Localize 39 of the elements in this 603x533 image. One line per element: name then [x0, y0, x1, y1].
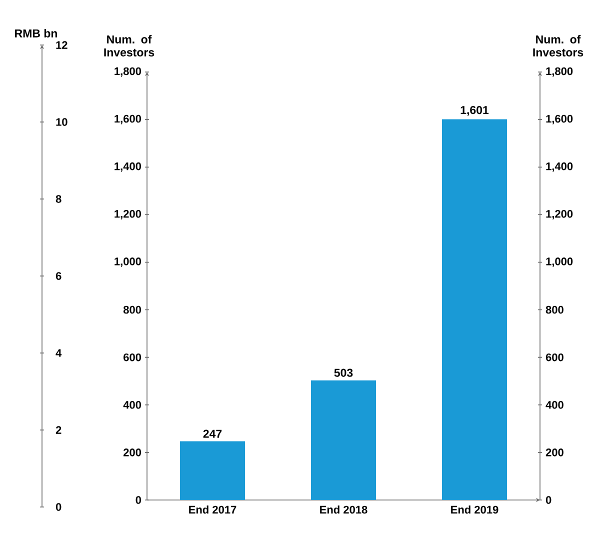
y2-tick-label: 200 — [546, 448, 564, 456]
data-label: 247 — [203, 430, 222, 438]
y3-axis-title: RMB bn — [15, 29, 57, 38]
y2-tick-label: 1,200 — [546, 210, 573, 220]
y-tick-label: 600 — [124, 353, 142, 362]
y-tick-label: 1,600 — [114, 114, 142, 124]
y3-tick-label: 4 — [56, 349, 62, 357]
y-tick-label: 1,200 — [114, 210, 142, 220]
y-axis-title: Num. of Investors — [104, 35, 154, 56]
bar — [180, 441, 245, 500]
bar — [311, 380, 376, 500]
y-tick-label: 800 — [123, 306, 142, 314]
y2-tick-label: 1,000 — [546, 258, 573, 267]
y2-tick-label: 0 — [546, 496, 552, 504]
y3-tick-label: 2 — [56, 426, 62, 434]
y-tick-label: 200 — [123, 448, 142, 456]
y2-tick-label: 1,400 — [546, 162, 573, 172]
y2-axis-title: Num. of Investors — [533, 35, 584, 56]
y-tick-label: 400 — [123, 400, 142, 409]
y2-tick-label: 600 — [546, 353, 564, 362]
y2-tick-label: 800 — [546, 306, 564, 314]
y2-tick-label: 1,800 — [546, 67, 573, 77]
y2-tick-label: 400 — [546, 400, 564, 409]
y2-tick-label: 1,600 — [546, 114, 573, 124]
data-label: 1,601 — [460, 106, 489, 116]
y3-tick-label: 8 — [56, 195, 62, 203]
data-label: 503 — [334, 368, 353, 377]
x-tick-label: End 2018 — [320, 506, 368, 514]
y-tick-label: 1,800 — [114, 67, 142, 77]
y3-tick-label: 10 — [56, 118, 68, 126]
y3-tick-label: 12 — [56, 41, 68, 49]
bar — [442, 119, 507, 500]
y-tick-label: 0 — [136, 496, 142, 504]
y3-tick-label: 0 — [56, 503, 62, 511]
y-tick-label: 1,400 — [114, 162, 142, 172]
y3-tick-label: 6 — [56, 272, 62, 280]
x-tick-label: End 2019 — [451, 506, 498, 514]
y-tick-label: 1,000 — [114, 258, 142, 267]
x-tick-label: End 2017 — [189, 506, 236, 514]
